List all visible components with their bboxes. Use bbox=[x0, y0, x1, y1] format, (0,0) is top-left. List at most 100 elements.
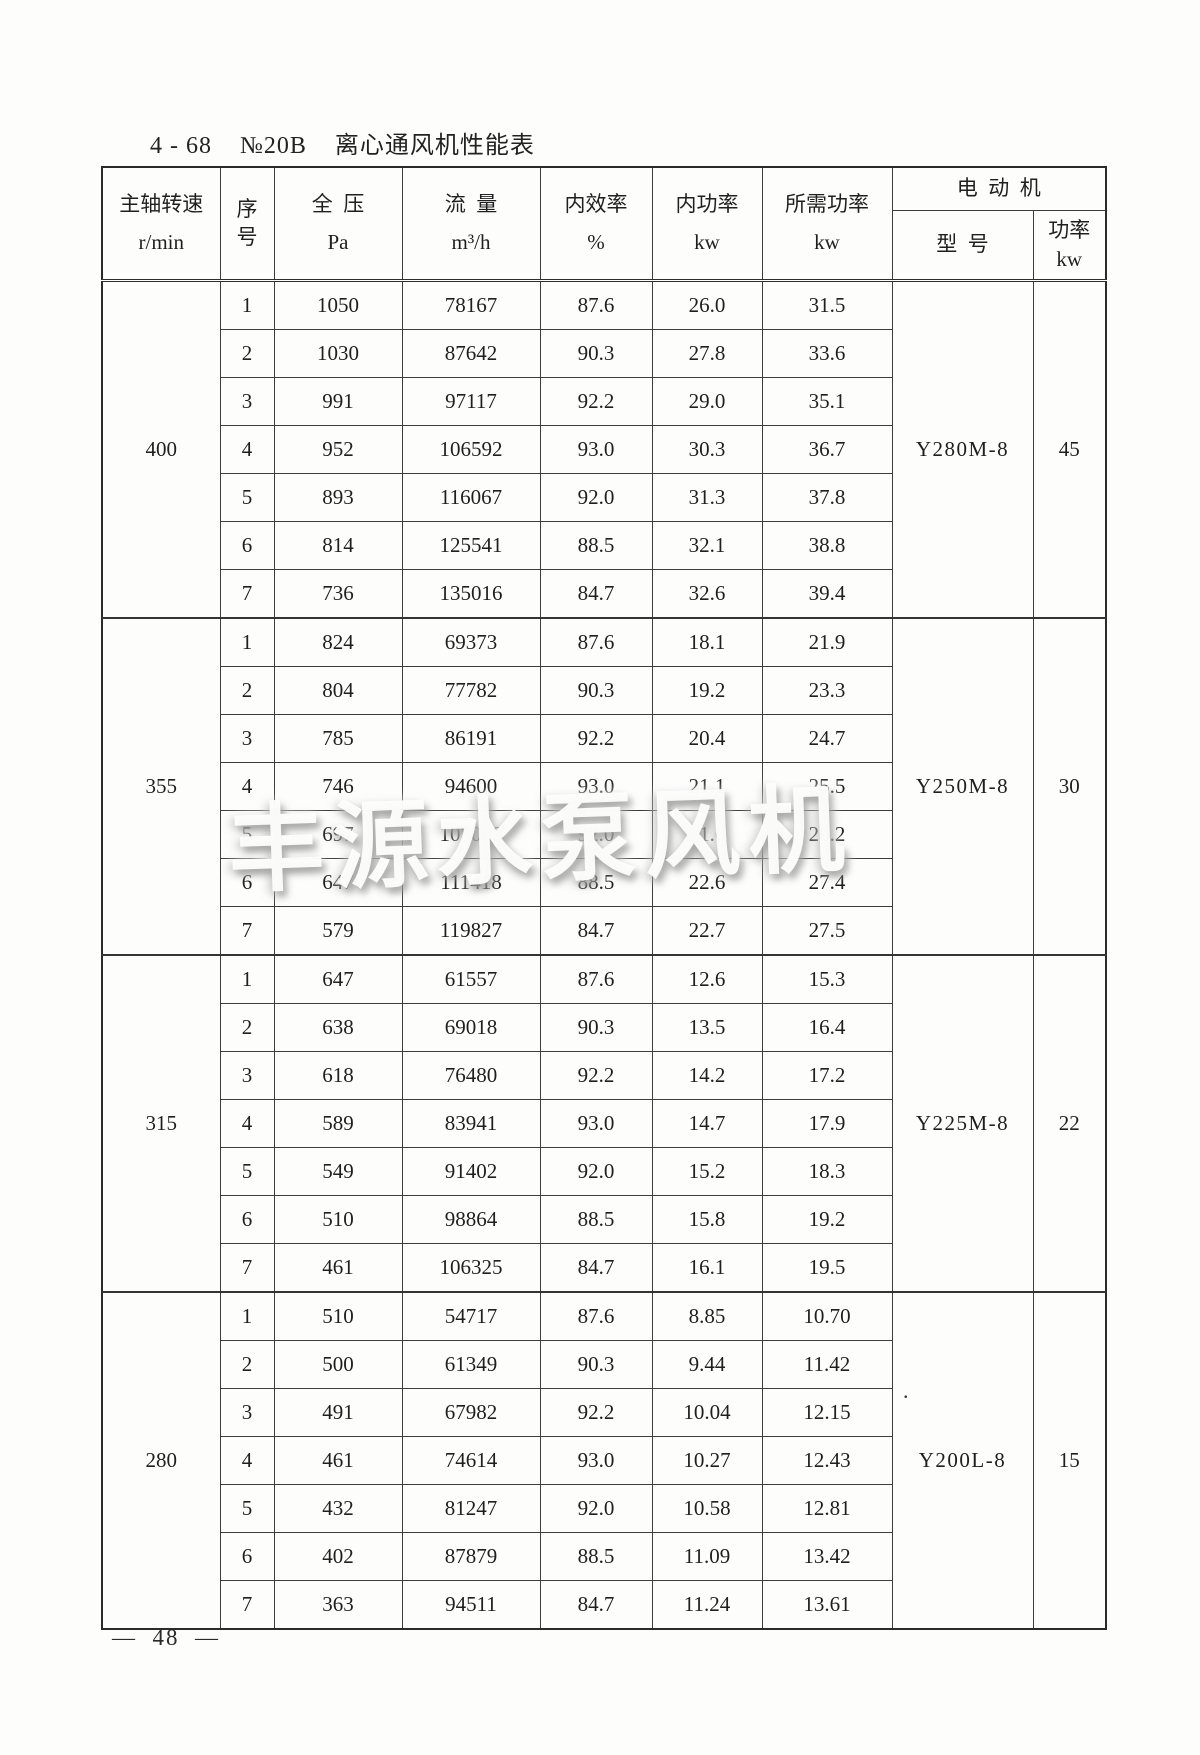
header-motor-model-label: 型 号 bbox=[936, 232, 989, 257]
flow-cell: 83941 bbox=[401, 1099, 541, 1148]
efficiency-cell: 87.6 bbox=[539, 279, 653, 330]
stray-mark: . bbox=[903, 1378, 909, 1403]
efficiency-cell: 92.2 bbox=[539, 1051, 653, 1100]
internal-power-cell: 11.09 bbox=[651, 1532, 763, 1581]
pressure-cell: 697 bbox=[273, 810, 403, 859]
header-efficiency-line2: % bbox=[587, 229, 605, 254]
internal-power-cell: 32.1 bbox=[651, 521, 763, 570]
page-title: 4 - 68 №20B 离心通风机性能表 bbox=[150, 133, 535, 159]
page-number: — 48 — bbox=[112, 1625, 220, 1650]
motor-model-cell: Y200L-8 bbox=[891, 1291, 1034, 1630]
table-row: 2 1030 87642 90.3 27.8 33.6 bbox=[102, 329, 1106, 378]
table-row: 315 1 647 61557 87.6 12.6 15.3 Y225M-8 2… bbox=[101, 954, 1107, 1293]
internal-power-cell: 29.0 bbox=[651, 377, 763, 426]
pressure-cell: 746 bbox=[273, 762, 403, 811]
pressure-cell: 804 bbox=[273, 666, 403, 715]
internal-power-cell: 32.6 bbox=[651, 569, 763, 619]
efficiency-cell: 88.5 bbox=[539, 1532, 653, 1581]
motor-power-cell: 22 bbox=[1032, 954, 1107, 1293]
required-power-cell: 39.4 bbox=[761, 569, 893, 619]
table-row: 355 1 824 69373 87.6 18.1 21.9 Y250M-8 3… bbox=[101, 617, 1107, 956]
pressure-cell: 500 bbox=[273, 1340, 403, 1389]
flow-cell: 94511 bbox=[401, 1580, 541, 1630]
flow-cell: 106325 bbox=[401, 1243, 541, 1293]
header-pressure-line1: 全 压 bbox=[311, 192, 365, 217]
table-row: 7 736 135016 84.7 32.6 39.4 bbox=[102, 569, 1106, 619]
efficiency-cell: 84.7 bbox=[539, 1580, 653, 1630]
required-power-cell: 27.5 bbox=[761, 906, 893, 956]
table-row: 6 402 87879 88.5 11.09 13.42 bbox=[102, 1532, 1106, 1581]
flow-cell: 74614 bbox=[401, 1436, 541, 1485]
flow-cell: 77782 bbox=[401, 666, 541, 715]
header-motor-model: 型 号 bbox=[891, 210, 1034, 282]
pressure-cell: 647 bbox=[273, 954, 403, 1004]
internal-power-cell: 10.27 bbox=[651, 1436, 763, 1485]
seq-cell: 1 bbox=[219, 279, 275, 330]
flow-cell: 119827 bbox=[401, 906, 541, 956]
internal-power-cell: 8.85 bbox=[651, 1291, 763, 1341]
required-power-cell: 38.8 bbox=[761, 521, 893, 570]
speed-group-cell: 355 bbox=[101, 617, 221, 956]
pressure-cell: 589 bbox=[273, 1099, 403, 1148]
header-seq-line2: 号 bbox=[236, 225, 258, 249]
internal-power-cell: 14.7 bbox=[651, 1099, 763, 1148]
flow-cell: 69018 bbox=[401, 1003, 541, 1052]
pressure-cell: 893 bbox=[273, 473, 403, 522]
flow-cell: 135016 bbox=[401, 569, 541, 619]
internal-power-cell: 26.0 bbox=[651, 279, 763, 330]
required-power-cell: 23.3 bbox=[761, 666, 893, 715]
table-row: 7 579 119827 84.7 22.7 27.5 bbox=[102, 906, 1106, 956]
efficiency-cell: 92.2 bbox=[539, 1388, 653, 1437]
required-power-cell: 26.2 bbox=[761, 810, 893, 859]
pressure-cell: 461 bbox=[273, 1243, 403, 1293]
speed-group-cell: 280 bbox=[101, 1291, 221, 1630]
pressure-cell: 432 bbox=[273, 1484, 403, 1533]
table-row: 3 785 86191 92.2 20.4 24.7 bbox=[102, 714, 1106, 763]
internal-power-cell: 19.2 bbox=[651, 666, 763, 715]
table-row: 2 500 61349 90.3 9.44 11.42 bbox=[102, 1340, 1106, 1389]
required-power-cell: 27.4 bbox=[761, 858, 893, 907]
table-row: 6 510 98864 88.5 15.8 19.2 bbox=[102, 1195, 1106, 1244]
internal-power-cell: 31.3 bbox=[651, 473, 763, 522]
required-power-cell: 31.5 bbox=[761, 279, 893, 330]
internal-power-cell: 14.2 bbox=[651, 1051, 763, 1100]
table-row: 6 647 111418 88.5 22.6 27.4 bbox=[102, 858, 1106, 907]
header-flow: 流 量 m³/h bbox=[401, 166, 541, 282]
required-power-cell: 17.9 bbox=[761, 1099, 893, 1148]
flow-cell: 87642 bbox=[401, 329, 541, 378]
header-seq: 序 号 bbox=[219, 166, 275, 282]
header-speed-line2: r/min bbox=[138, 229, 185, 254]
flow-cell: 103009 bbox=[401, 810, 541, 859]
internal-power-cell: 9.44 bbox=[651, 1340, 763, 1389]
seq-cell: 4 bbox=[219, 762, 275, 811]
header-motor-power: 功率 kw bbox=[1032, 210, 1107, 282]
pressure-cell: 1050 bbox=[273, 279, 403, 330]
header-motor-label: 电 动 机 bbox=[956, 176, 1041, 201]
efficiency-cell: 92.0 bbox=[539, 1484, 653, 1533]
pressure-cell: 510 bbox=[273, 1195, 403, 1244]
required-power-cell: 12.81 bbox=[761, 1484, 893, 1533]
table-row: 4 952 106592 93.0 30.3 36.7 bbox=[102, 425, 1106, 474]
internal-power-cell: 10.58 bbox=[651, 1484, 763, 1533]
required-power-cell: 12.15 bbox=[761, 1388, 893, 1437]
internal-power-cell: 27.8 bbox=[651, 329, 763, 378]
required-power-cell: 10.70 bbox=[761, 1291, 893, 1341]
header-flow-line2: m³/h bbox=[451, 229, 491, 254]
internal-power-cell: 12.6 bbox=[651, 954, 763, 1004]
pressure-cell: 491 bbox=[273, 1388, 403, 1437]
flow-cell: 86191 bbox=[401, 714, 541, 763]
internal-power-cell: 30.3 bbox=[651, 425, 763, 474]
internal-power-cell: 15.8 bbox=[651, 1195, 763, 1244]
pressure-cell: 510 bbox=[273, 1291, 403, 1341]
internal-power-cell: 22.6 bbox=[651, 858, 763, 907]
header-pressure-line2: Pa bbox=[327, 229, 349, 254]
pressure-cell: 549 bbox=[273, 1147, 403, 1196]
pressure-cell: 402 bbox=[273, 1532, 403, 1581]
seq-cell: 7 bbox=[219, 1243, 275, 1293]
seq-cell: 1 bbox=[219, 954, 275, 1004]
flow-cell: 106592 bbox=[401, 425, 541, 474]
efficiency-cell: 87.6 bbox=[539, 617, 653, 667]
flow-cell: 98864 bbox=[401, 1195, 541, 1244]
efficiency-cell: 93.0 bbox=[539, 762, 653, 811]
